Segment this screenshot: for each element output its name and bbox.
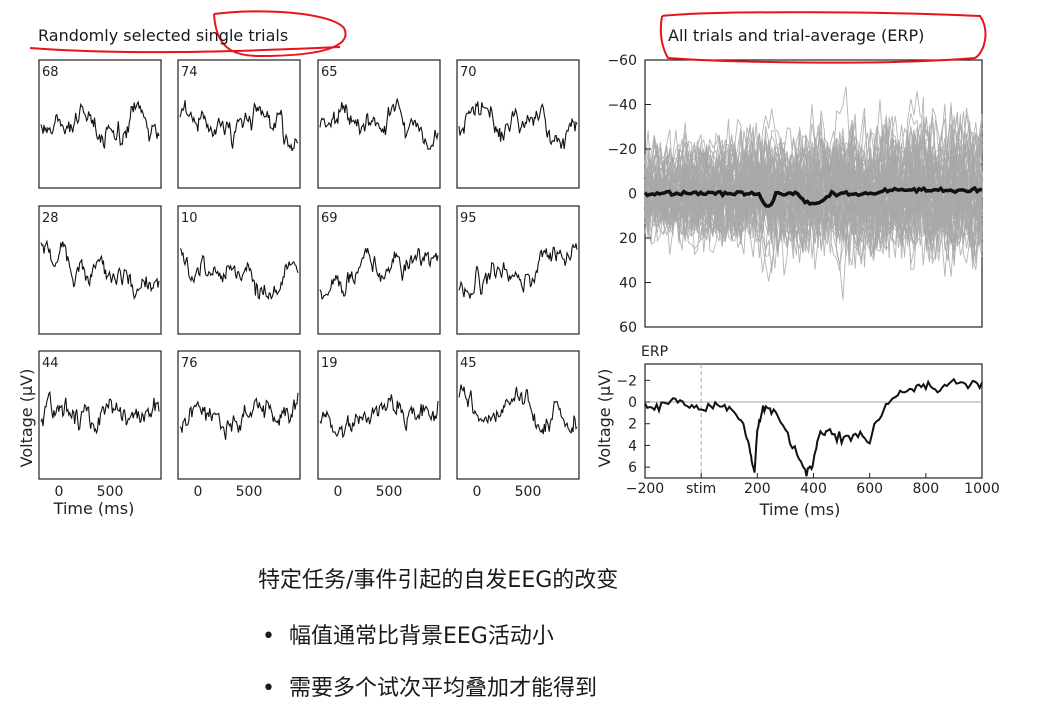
right-panel-title: All trials and trial-average (ERP) xyxy=(668,26,925,45)
bullet-text-2: 需要多个试次平均叠加才能得到 xyxy=(288,676,597,701)
erp-x-axis-label: Time (ms) xyxy=(759,500,841,519)
y-tick-label: −60 xyxy=(607,53,637,69)
y-tick-label: 6 xyxy=(628,460,637,476)
erp-title: ERP xyxy=(641,344,668,360)
trial-number-label: 44 xyxy=(42,356,59,371)
y-tick-label: 0 xyxy=(628,395,637,411)
single-trial-trace xyxy=(644,103,983,253)
red-circle-annotation xyxy=(213,10,347,58)
x-tick-label: 0 xyxy=(334,484,343,500)
x-tick-label: 0 xyxy=(194,484,203,500)
y-tick-label: 60 xyxy=(619,320,637,336)
y-tick-label: 0 xyxy=(628,187,637,203)
trial-number-label: 65 xyxy=(321,65,338,80)
trial-trace xyxy=(458,243,578,299)
caption-bullet-2: • 需要多个试次平均叠加才能得到 xyxy=(262,670,597,702)
trial-number-label: 10 xyxy=(181,211,198,226)
trial-number-label: 70 xyxy=(460,65,477,80)
single-trial-trace xyxy=(644,102,983,249)
trial-trace xyxy=(179,392,299,440)
trial-average-erp-line xyxy=(643,185,983,208)
trial-panel-frame xyxy=(38,205,162,335)
x-tick-label: 200 xyxy=(744,481,771,497)
x-tick-label: 0 xyxy=(55,484,64,500)
y-tick-label: −2 xyxy=(616,373,637,389)
x-tick-label: 800 xyxy=(912,481,939,497)
trial-trace xyxy=(40,391,160,435)
y-tick-label: −20 xyxy=(607,142,637,158)
trial-number-label: 76 xyxy=(181,356,198,371)
y-tick-label: 40 xyxy=(619,276,637,292)
trial-panel-frame xyxy=(317,205,441,335)
trial-number-label: 19 xyxy=(321,356,338,371)
x-tick-label: 600 xyxy=(856,481,883,497)
trial-number-label: 45 xyxy=(460,356,477,371)
trial-panel-frame xyxy=(456,205,580,335)
x-tick-label: 500 xyxy=(376,484,403,500)
trial-trace xyxy=(179,100,299,152)
trial-trace xyxy=(40,239,160,300)
trial-trace xyxy=(319,247,439,301)
trial-trace xyxy=(458,384,578,435)
y-tick-label: 20 xyxy=(619,231,637,247)
trial-trace xyxy=(319,394,439,439)
bullet-marker: • xyxy=(262,624,275,649)
caption-heading: 特定任务/事件引起的自发EEG的改变 xyxy=(258,568,619,593)
trial-panel-frame xyxy=(38,59,162,189)
trial-trace xyxy=(319,98,439,151)
caption-bullet-1: • 幅值通常比背景EEG活动小 xyxy=(262,618,554,650)
left-panel-title: Randomly selected single trials xyxy=(38,26,289,45)
y-tick-label: 4 xyxy=(628,438,637,454)
red-underline-annotation xyxy=(29,46,341,54)
x-tick-label: −200 xyxy=(626,481,664,497)
trial-panel-frame xyxy=(38,350,162,480)
trial-number-label: 69 xyxy=(321,211,338,226)
y-tick-label: −40 xyxy=(607,98,637,114)
x-tick-label: 1000 xyxy=(964,481,1000,497)
x-tick-label: stim xyxy=(686,481,716,497)
erp-trace xyxy=(644,377,983,477)
trial-number-label: 28 xyxy=(42,211,59,226)
erp-y-axis-label: Voltage (µV) xyxy=(595,369,614,468)
trial-trace xyxy=(40,100,160,149)
x-tick-label: 500 xyxy=(515,484,542,500)
trial-trace xyxy=(179,248,299,301)
trial-number-label: 68 xyxy=(42,65,59,80)
trial-trace xyxy=(458,101,578,150)
single-trial-trace xyxy=(644,108,983,260)
bullet-marker: • xyxy=(262,676,275,701)
x-tick-label: 0 xyxy=(473,484,482,500)
red-box-annotation xyxy=(659,11,987,64)
bullet-text-1: 幅值通常比背景EEG活动小 xyxy=(288,624,554,649)
x-tick-label: 500 xyxy=(236,484,263,500)
trial-number-label: 95 xyxy=(460,211,477,226)
trial-number-label: 74 xyxy=(181,65,198,80)
left-x-axis-label: Time (ms) xyxy=(53,499,135,518)
x-tick-label: 400 xyxy=(800,481,827,497)
x-tick-label: 500 xyxy=(97,484,124,500)
left-y-axis-label: Voltage (µV) xyxy=(17,369,36,468)
y-tick-label: 2 xyxy=(628,417,637,433)
